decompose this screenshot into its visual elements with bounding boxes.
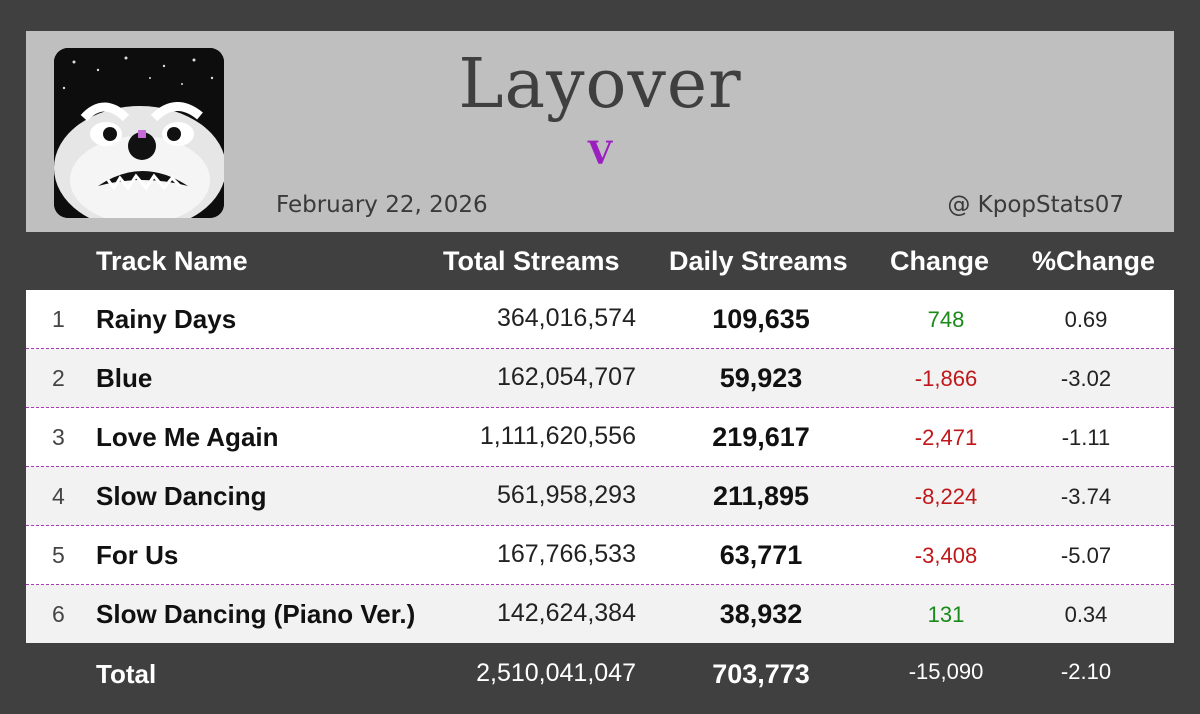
album-cover-image (54, 48, 224, 218)
col-header-total: Total Streams (443, 246, 620, 276)
track-daily-streams: 211,895 (712, 481, 810, 511)
report-date: February 22, 2026 (276, 192, 488, 218)
author-handle: @ KpopStats07 (947, 192, 1124, 218)
track-change: -1,866 (914, 366, 978, 391)
track-total-streams: 142,624,384 (496, 599, 636, 627)
track-change: -8,224 (914, 484, 978, 509)
track-daily-streams: 109,635 (712, 304, 810, 334)
track-total-streams: 167,766,533 (496, 540, 636, 568)
table-row: 3 Love Me Again 1,111,620,556 219,617 -2,471… (26, 408, 1174, 467)
track-name: Slow Dancing (Piano Ver.) (96, 599, 416, 629)
artist-name: V (587, 134, 613, 172)
totals-label: Total (96, 659, 157, 689)
header-panel: Layover V February 22, 2026 @ KpopStats0… (26, 31, 1174, 232)
track-rank: 1 (52, 306, 65, 332)
track-rank: 5 (52, 542, 65, 568)
table-header: Track Name Total Streams Daily Streams C… (26, 234, 1174, 290)
track-daily-streams: 219,617 (712, 422, 810, 452)
track-total-streams: 1,111,620,556 (479, 422, 636, 450)
totals-change: -15,090 (908, 659, 984, 684)
track-name: Rainy Days (96, 304, 237, 334)
track-name: Love Me Again (96, 422, 279, 452)
col-header-track: Track Name (96, 246, 248, 276)
table-row: 6 Slow Dancing (Piano Ver.) 142,624,384 38,… (26, 585, 1174, 643)
table-row: 2 Blue 162,054,707 59,923 -1,866 -3.02 (26, 349, 1174, 408)
track-pct-change: -3.74 (1060, 484, 1112, 509)
table-row: 1 Rainy Days 364,016,574 109,635 748 0.69 (26, 290, 1174, 349)
track-daily-streams: 59,923 (719, 363, 803, 393)
track-total-streams: 364,016,574 (496, 304, 636, 332)
track-daily-streams: 63,771 (719, 540, 803, 570)
totals-pct-change: -2.10 (1060, 659, 1112, 684)
table-row: 4 Slow Dancing 561,958,293 211,895 -8,224 -3.… (26, 467, 1174, 526)
col-header-pct: %Change (1032, 246, 1156, 276)
track-name: Blue (96, 363, 153, 393)
track-pct-change: -5.07 (1060, 543, 1112, 568)
table-row: 5 For Us 167,766,533 63,771 -3,408 -5.07 (26, 526, 1174, 585)
track-pct-change: 0.34 (1064, 602, 1108, 627)
track-rank: 4 (52, 483, 65, 509)
track-name: Slow Dancing (96, 481, 267, 511)
col-header-change: Change (890, 246, 990, 276)
track-rank: 6 (52, 601, 65, 627)
track-rank: 3 (52, 424, 65, 450)
album-cover-art (54, 48, 224, 218)
track-pct-change: -3.02 (1060, 366, 1112, 391)
track-daily-streams: 38,932 (719, 599, 803, 629)
track-change: 131 (927, 602, 965, 627)
track-change: 748 (927, 307, 965, 332)
track-change: -3,408 (914, 543, 978, 568)
track-table: 1 Rainy Days 364,016,574 109,635 748 0.69 2 Blu… (26, 290, 1174, 643)
totals-total-streams: 2,510,041,047 (476, 659, 636, 687)
track-name: For Us (96, 540, 179, 570)
totals-daily-streams: 703,773 (712, 659, 810, 689)
track-total-streams: 561,958,293 (496, 481, 636, 509)
track-rank: 2 (52, 365, 65, 391)
totals-row: Total 2,510,041,047 703,773 -15,090 -2.1… (26, 643, 1174, 707)
track-total-streams: 162,054,707 (496, 363, 636, 391)
album-title: Layover (458, 45, 742, 124)
track-change: -2,471 (914, 425, 978, 450)
track-pct-change: -1.11 (1061, 425, 1111, 450)
col-header-daily: Daily Streams (669, 246, 848, 276)
track-pct-change: 0.69 (1064, 307, 1108, 332)
